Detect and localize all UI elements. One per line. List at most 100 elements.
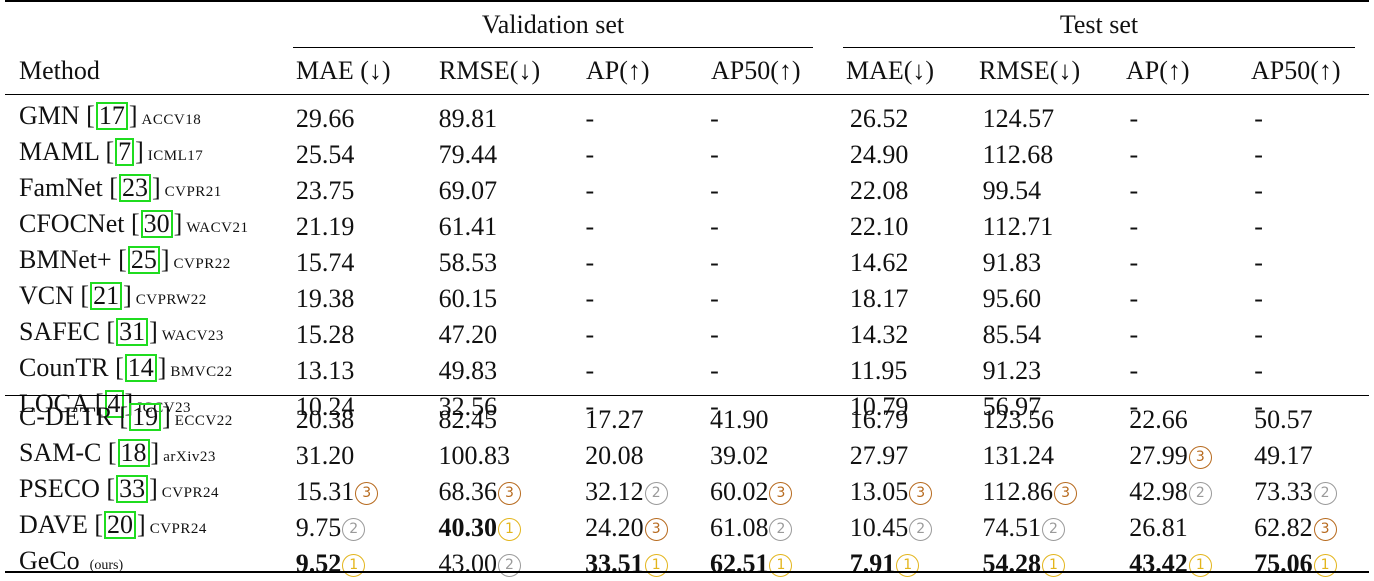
rank-badge-icon: 1 — [1313, 553, 1337, 577]
cell-value: 42.98 — [1129, 476, 1188, 506]
cell-test-mae: 10.45 2 — [850, 509, 983, 545]
citation-link[interactable]: 25 — [127, 246, 160, 274]
citation-link[interactable]: 18 — [117, 439, 150, 467]
cell-value: - — [1254, 247, 1263, 277]
citation-link[interactable]: 17 — [95, 102, 128, 130]
cell-value: 10.24 — [295, 391, 355, 421]
cell-value: 14.62 — [849, 247, 909, 277]
method-name: PSECO — [19, 474, 100, 503]
rank-badge-icon: 1 — [497, 517, 521, 541]
cell-value: 85.54 — [982, 319, 1042, 349]
citation-link[interactable]: 4 — [104, 390, 124, 418]
cell-val-rmse: 40.30 1 — [438, 509, 585, 545]
cell-val-ap: 24.20 3 — [585, 509, 710, 545]
cell-value: 26.52 — [849, 103, 909, 133]
cell-test-mae: 14.62 — [850, 244, 983, 280]
citation-link[interactable]: 31 — [116, 318, 149, 346]
cell-value: - — [1254, 355, 1263, 385]
cell-value: 39.02 — [709, 440, 769, 470]
method-name: DAVE — [19, 510, 88, 539]
cell-value: 24.20 — [585, 512, 644, 542]
citation-link[interactable]: 7 — [115, 138, 135, 166]
column-header-val-mae: MAE (↓) — [296, 56, 391, 85]
cell-value: 7.91 — [849, 548, 896, 578]
rank-badge-icon: 3 — [1313, 517, 1337, 541]
cell-value: 15.74 — [295, 247, 355, 277]
cell-val-mae: 9.75 2 — [296, 509, 439, 545]
column-header-test-mae: MAE(↓) — [846, 56, 935, 85]
cell-test-mae: 10.79 — [850, 388, 983, 424]
cell-val-mae: 13.13 — [296, 352, 439, 388]
cell-value: - — [585, 355, 595, 385]
method-name: LOCA — [19, 389, 89, 418]
cell-test-ap: - — [1129, 280, 1254, 316]
citation-link[interactable]: 21 — [90, 282, 123, 310]
rank-badge-icon: 2 — [342, 517, 366, 541]
method-cell: SAM-C [18] arXiv23 — [19, 438, 216, 467]
top-rule — [5, 0, 1369, 2]
cell-val-mae: 23.75 — [296, 172, 439, 208]
cell-value: 31.20 — [295, 440, 355, 470]
rank-badge-icon: 3 — [909, 481, 933, 505]
cell-value: 100.83 — [438, 440, 510, 470]
cell-test-ap50: 50.57 — [1254, 401, 1374, 437]
cell-val-ap50: - — [710, 244, 850, 280]
cell-value: 112.68 — [982, 139, 1054, 169]
cell-value: 79.44 — [438, 139, 498, 169]
method-name: BMNet+ — [19, 245, 112, 274]
cell-value: 22.08 — [849, 175, 909, 205]
rank-badge-icon: 1 — [896, 553, 920, 577]
cell-test-mae: 22.08 — [850, 172, 983, 208]
cell-val-ap50: - — [710, 316, 850, 352]
method-name: SAFEC — [19, 317, 100, 346]
cell-val-ap: 20.08 — [585, 437, 710, 473]
cell-value: 95.60 — [982, 283, 1042, 313]
cell-value: 60.15 — [438, 283, 498, 313]
table-row: C-DETR [19] ECCV22 20.38 82.45 17.27 41.90 16.… — [0, 401, 1374, 437]
cell-test-ap50: 49.17 — [1254, 437, 1374, 473]
cell-test-rmse: 124.57 — [983, 100, 1130, 136]
cell-value: - — [710, 175, 719, 205]
cell-value: - — [585, 103, 595, 133]
citation-link[interactable]: 33 — [116, 475, 149, 503]
cell-val-ap50: 41.90 — [710, 401, 850, 437]
cell-value: - — [1254, 211, 1263, 241]
cell-test-rmse: 131.24 — [983, 437, 1130, 473]
results-table-section-1: GMN [17] ACCV18 29.66 89.81- -26.52 124.57- - M… — [0, 100, 1374, 424]
cell-value: 11.95 — [849, 355, 908, 385]
venue-label: CVPR22 — [173, 256, 231, 272]
citation-link[interactable]: 19 — [129, 403, 162, 431]
cell-value: - — [710, 139, 719, 169]
cell-value: 25.54 — [295, 139, 355, 169]
cell-value: - — [710, 319, 719, 349]
ours-tag: (ours) — [89, 558, 124, 573]
cell-value: 10.45 — [849, 512, 909, 542]
cell-test-mae: 27.97 — [850, 437, 983, 473]
cell-value: 58.53 — [438, 247, 498, 277]
cell-value: 82.45 — [438, 404, 497, 434]
rank-badge-icon: 2 — [644, 481, 668, 505]
citation-link[interactable]: 14 — [124, 354, 157, 382]
rank-badge-icon: 2 — [1042, 517, 1066, 541]
cell-test-rmse: 99.54 — [983, 172, 1130, 208]
cell-val-ap50: - — [710, 352, 850, 388]
cell-test-rmse: 112.71 — [983, 208, 1130, 244]
cell-value: 54.28 — [982, 548, 1042, 578]
venue-label: ECCV22 — [174, 413, 233, 429]
cell-value: 21.19 — [295, 211, 355, 241]
cell-value: - — [710, 211, 719, 241]
table-row: MAML [7] ICML17 25.54 79.44 - - 24.90 112.68 - - — [0, 136, 1374, 172]
citation-link[interactable]: 30 — [140, 210, 173, 238]
citation-link[interactable]: 20 — [104, 511, 137, 539]
cell-test-ap50: - — [1254, 352, 1374, 388]
column-header-test-rmse: RMSE(↓) — [979, 56, 1081, 85]
cell-value: 22.10 — [849, 211, 909, 241]
cell-val-ap: - — [585, 208, 710, 244]
cell-test-ap: - — [1129, 316, 1254, 352]
cell-value: 75.06 — [1254, 548, 1313, 578]
cell-value: - — [1254, 103, 1263, 133]
citation-link[interactable]: 23 — [118, 174, 151, 202]
cell-val-rmse: 49.83 — [439, 352, 586, 388]
cell-value: 131.24 — [982, 440, 1055, 470]
cell-value: 27.99 — [1129, 440, 1188, 470]
